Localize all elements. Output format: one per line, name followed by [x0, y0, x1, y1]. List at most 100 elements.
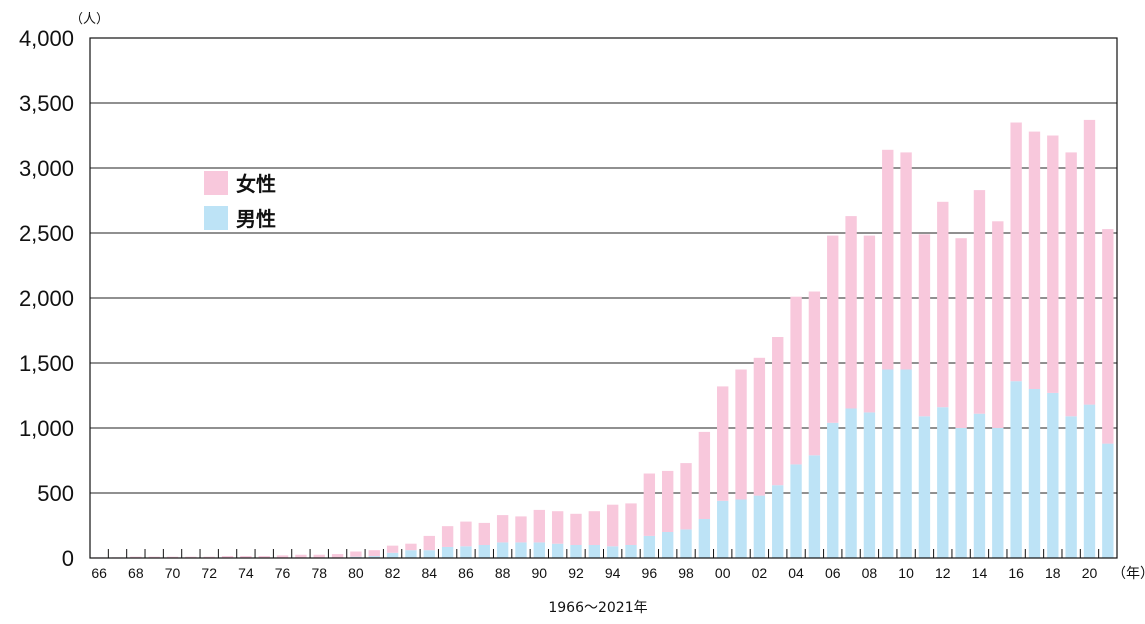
- bar-female: [643, 473, 656, 536]
- bar-female: [148, 556, 160, 558]
- bar-female: [808, 291, 821, 456]
- bar-male: [1102, 443, 1114, 558]
- x-tick-label: 06: [825, 565, 841, 581]
- bar-male: [625, 545, 637, 558]
- bar-female: [331, 554, 344, 558]
- bar-male: [405, 550, 417, 558]
- bar-male: [937, 407, 949, 558]
- x-tick-label: 76: [275, 565, 291, 581]
- legend-swatch-female: [204, 171, 228, 195]
- bar-male: [551, 543, 564, 558]
- bar-male: [496, 542, 509, 558]
- x-tick-label: 90: [532, 565, 548, 581]
- bar-male: [478, 545, 490, 558]
- bar-female: [973, 190, 986, 414]
- bar-female: [735, 369, 747, 500]
- bar-male: [753, 495, 766, 558]
- y-tick-label: 3,000: [19, 156, 74, 181]
- bar-female: [441, 526, 454, 547]
- bar-female: [460, 521, 472, 547]
- x-tick-label: 92: [568, 565, 584, 581]
- bar-male: [863, 412, 876, 558]
- y-tick-label: 1,500: [19, 351, 74, 376]
- bar-female: [1083, 119, 1096, 405]
- bar-female: [662, 470, 674, 532]
- bar-male: [918, 416, 931, 558]
- y-tick-labels: 0 500 1,000 1,500 2,000 2,500 3,000 3,500 4,000: [19, 26, 74, 571]
- bar-female: [313, 554, 325, 558]
- bar-female: [478, 522, 490, 545]
- x-tick-label: 16: [1008, 565, 1024, 581]
- x-tick-label: 80: [348, 565, 364, 581]
- x-tick-label: 94: [605, 565, 621, 581]
- legend-label-female: 女性: [236, 172, 276, 196]
- x-tick-label: 14: [972, 565, 988, 581]
- bar-female: [295, 554, 307, 558]
- y-tick-label: 1,000: [19, 416, 74, 441]
- bar-female: [606, 504, 619, 547]
- y-tick-label: 2,000: [19, 286, 74, 311]
- x-tick-label: 00: [715, 565, 731, 581]
- bar-female: [423, 535, 435, 551]
- bar-female: [1010, 122, 1022, 382]
- bar-male: [845, 408, 857, 558]
- x-tick-labels: 66 68 70 72 74 76 78 80 82 84 86 88 90 92 94 96 98 00 02 04…: [91, 565, 1097, 581]
- x-tick-label: 88: [495, 565, 511, 581]
- bar-female: [1065, 152, 1077, 417]
- bar-female: [166, 556, 179, 558]
- bar-female: [350, 551, 362, 557]
- x-tick-label: 86: [458, 565, 474, 581]
- bar-female: [185, 556, 197, 558]
- legend: 女性 男性: [204, 171, 276, 231]
- legend-label-male: 男性: [236, 207, 276, 231]
- bar-female: [221, 556, 234, 558]
- bar-female: [276, 555, 289, 558]
- x-tick-label: 72: [201, 565, 217, 581]
- x-tick-label: 74: [238, 565, 254, 581]
- bar-female: [845, 216, 857, 409]
- bar-female: [496, 515, 509, 543]
- bar-female: [551, 511, 564, 544]
- bar-female: [863, 235, 876, 413]
- legend-swatch-male: [204, 206, 228, 230]
- bar-male: [1065, 416, 1077, 558]
- bar-male: [882, 369, 894, 558]
- bar-female: [827, 235, 839, 423]
- bar-male: [717, 500, 729, 558]
- bar-male: [772, 485, 784, 558]
- bar-female: [240, 556, 252, 558]
- x-tick-label: 08: [862, 565, 878, 581]
- bar-male: [533, 542, 545, 558]
- y-tick-label: 500: [37, 481, 74, 506]
- bar-male: [1028, 389, 1041, 558]
- x-tick-label: 96: [642, 565, 658, 581]
- bar-female: [900, 152, 912, 370]
- x-tick-label: 66: [91, 565, 107, 581]
- x-tick-label: 70: [165, 565, 181, 581]
- bar-male: [606, 546, 619, 558]
- bar-female: [882, 149, 894, 370]
- x-tick-marks: [89, 549, 1118, 558]
- bar-female: [992, 221, 1004, 428]
- bar-male: [955, 428, 967, 558]
- bar-female: [1047, 135, 1059, 393]
- bar-male: [588, 545, 601, 558]
- x-tick-label: 12: [935, 565, 951, 581]
- bar-female: [680, 463, 692, 530]
- bar-male: [570, 545, 582, 558]
- x-tick-label: 10: [898, 565, 914, 581]
- bar-female: [386, 545, 399, 553]
- bar-female: [258, 556, 270, 558]
- bar-male: [1047, 392, 1059, 558]
- bar-female: [515, 516, 527, 543]
- bar-male: [992, 428, 1004, 558]
- y-tick-label: 2,500: [19, 221, 74, 246]
- bar-female: [717, 386, 729, 501]
- bar-male: [662, 532, 674, 558]
- bar-male: [735, 499, 747, 558]
- x-tick-label: 04: [788, 565, 804, 581]
- x-tick-label: 02: [752, 565, 768, 581]
- y-unit-label: （人）: [70, 12, 109, 27]
- bar-male: [973, 413, 986, 558]
